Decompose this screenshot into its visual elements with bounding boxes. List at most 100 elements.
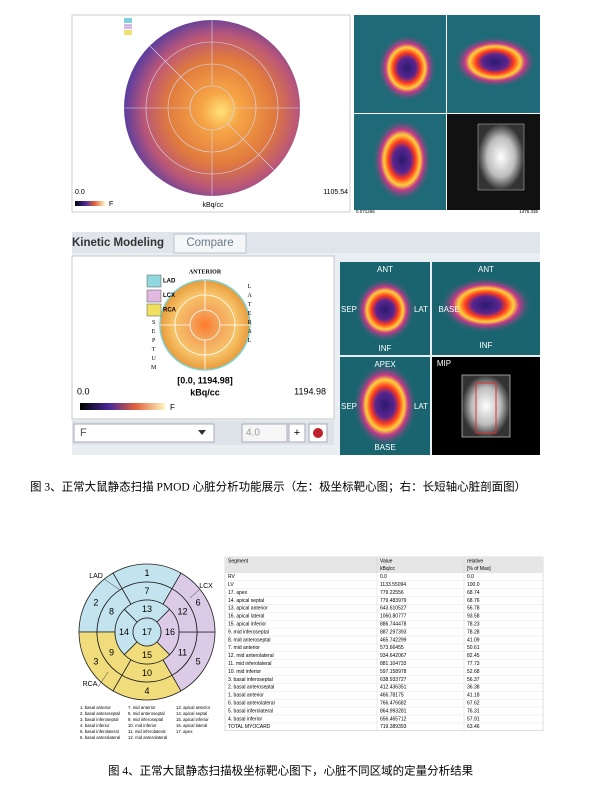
legend-item: 4. basal inferior [80, 723, 110, 728]
value-input-text[interactable]: 4.0 [246, 428, 260, 439]
anterior-label: ANTERIOR [189, 269, 222, 275]
segment-number: 5 [196, 656, 201, 666]
view-label: INF [480, 341, 493, 350]
segment-number: 15 [142, 650, 152, 660]
segment-number: 9 [109, 647, 114, 657]
scale-max: 1105.54 [323, 189, 348, 196]
cell: 52.68 [467, 669, 480, 675]
cell: 41.09 [467, 637, 480, 643]
cell: 864.993281 [380, 708, 407, 714]
record-icon[interactable] [313, 428, 323, 438]
dropdown-arrow[interactable] [198, 430, 206, 435]
cell: 881.104733 [380, 661, 407, 667]
plus-button[interactable] [288, 423, 306, 443]
cell: 12. mid anterolateral [228, 653, 274, 659]
segment-number: 4 [144, 686, 149, 696]
caption: 图 4、正常大鼠静态扫描极坐标靶心图下，心脏不同区域的定量分析结果 [108, 764, 474, 778]
scale-min: 0.0 [75, 189, 85, 196]
cell: 779.22556 [380, 590, 404, 596]
cell: 0.0 [380, 574, 387, 580]
slice-panels [354, 15, 540, 210]
cell: 93.58 [467, 614, 480, 620]
view-label: ANT [377, 265, 393, 274]
lateral-label: LATERAL [247, 284, 253, 347]
legend-swatch [124, 30, 132, 35]
figure3-bottom: Kinetic Modeling Compare ANTERIOR LATERA… [71, 232, 540, 455]
tab[interactable] [173, 233, 247, 254]
cell: 934.642067 [380, 653, 407, 659]
cell: 1060.80777 [380, 614, 407, 620]
cell: 4. basal inferior [228, 716, 263, 722]
polar-grid [160, 280, 250, 370]
view-label: MIP [437, 359, 451, 368]
cell: 7. mid anterior [228, 645, 260, 651]
cell: 6. basal anterolateral [228, 700, 275, 706]
cell: 50.61 [467, 645, 480, 651]
cell: 3. basal inferoseptal [228, 677, 273, 683]
unit: kBq/cc [190, 387, 220, 397]
view-label: LAT [414, 305, 428, 314]
cell: 76.31 [467, 708, 480, 714]
legend-item: 2. basal anteroseptal [80, 711, 120, 716]
view-label: SEP [341, 402, 357, 411]
view-label: APEX [374, 360, 396, 369]
legend-item: 11. mid inferolateral [128, 729, 165, 734]
cell: 67.62 [467, 700, 480, 706]
cell: 68.76 [467, 598, 480, 604]
cell: 100.0 [467, 582, 480, 588]
range-label: [0.0, 1194.98] [177, 375, 233, 385]
cell: 597.158978 [380, 669, 407, 675]
leader-line [103, 578, 121, 591]
legend-item: 17. apex [176, 729, 193, 734]
cell: 1. basal anterior [228, 693, 264, 699]
cell: 16. apical lateral [228, 614, 264, 620]
segment [132, 617, 162, 647]
table-header [225, 557, 543, 573]
cell: 82.45 [467, 653, 480, 659]
cell: 887.297393 [380, 629, 407, 635]
cell: 57.91 [467, 716, 480, 722]
cell: 2. basal anteroseptal [228, 685, 274, 691]
legend-item: 5. basal inferolateral [80, 729, 119, 734]
legend-item: 6. basal anterolateral [80, 735, 120, 740]
scale-max: 1194.98 [294, 386, 326, 396]
territory-label: LAD [89, 573, 103, 580]
cell: 5. basal inferolateral [228, 708, 273, 714]
cell: 78.23 [467, 621, 480, 627]
legend-label: LAD [163, 279, 176, 285]
unit: kBq/cc [202, 202, 224, 209]
legend-swatch [146, 303, 162, 317]
segment-number: 7 [144, 586, 149, 596]
tab-label[interactable]: Kinetic Modeling [72, 237, 164, 249]
legend-label: RCA [163, 308, 177, 314]
legend-item: 7. mid anterior [128, 705, 156, 710]
colorbar [80, 403, 165, 410]
frame-select-value[interactable]: F [80, 427, 87, 439]
cell: 779.483979 [380, 598, 407, 604]
plus-icon[interactable]: + [294, 427, 300, 439]
legend-item: 15. apical inferior [176, 717, 209, 722]
legend-item: 8. mid anteroseptal [128, 711, 165, 716]
polar-grid [124, 20, 300, 196]
segment-number: 11 [178, 647, 187, 657]
segment-number: 12 [177, 606, 187, 616]
tab-label[interactable]: Compare [186, 237, 233, 249]
segment-number: 10 [142, 668, 152, 678]
segment-table: Segment Value relative kBq/cc [% of Max] RV 0.… [224, 556, 544, 732]
segment-number: 1 [144, 568, 149, 578]
cell: 656.465712 [380, 716, 407, 722]
cell: TOTAL MYOCARD [228, 724, 271, 730]
segment-number: 14 [119, 627, 129, 637]
segment-number: 8 [109, 606, 114, 616]
cell: 10. mid inferior [228, 669, 261, 675]
frame-select[interactable] [73, 423, 215, 443]
segment-number: 17 [142, 627, 152, 637]
colorbar-label: F [170, 403, 175, 412]
cell: 56.37 [467, 677, 480, 683]
view-label: LAT [414, 402, 428, 411]
legend-swatch [146, 274, 162, 288]
cell: 78.28 [467, 629, 480, 635]
value-input[interactable] [241, 423, 288, 443]
